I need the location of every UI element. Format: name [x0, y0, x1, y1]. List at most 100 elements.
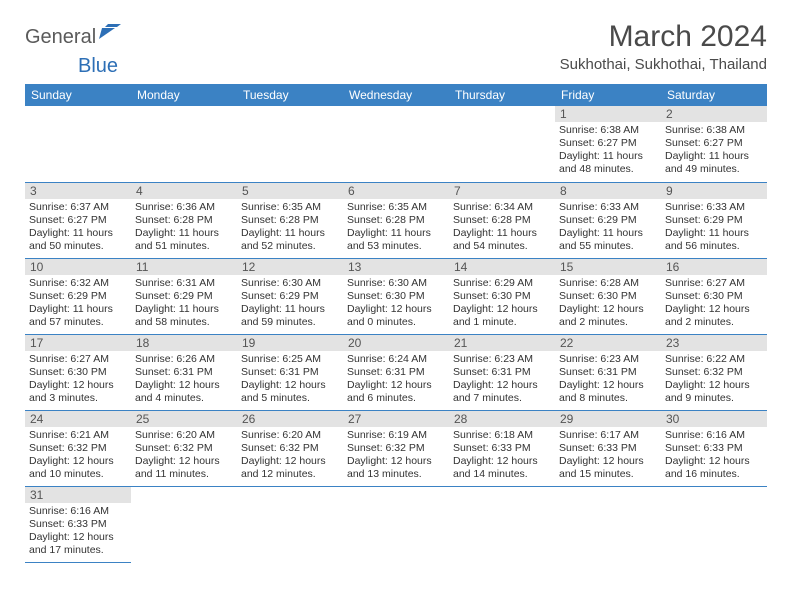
- weekday-header: Sunday: [25, 84, 131, 106]
- day-number: 28: [449, 411, 555, 427]
- day-data: Sunrise: 6:23 AMSunset: 6:31 PMDaylight:…: [449, 351, 555, 410]
- day-data: Sunrise: 6:23 AMSunset: 6:31 PMDaylight:…: [555, 351, 661, 410]
- day-number: 31: [25, 487, 131, 503]
- weekday-header: Friday: [555, 84, 661, 106]
- day-data: Sunrise: 6:20 AMSunset: 6:32 PMDaylight:…: [131, 427, 237, 486]
- calendar-day: 22Sunrise: 6:23 AMSunset: 6:31 PMDayligh…: [555, 334, 661, 410]
- day-data: Sunrise: 6:16 AMSunset: 6:33 PMDaylight:…: [661, 427, 767, 486]
- day-number: 23: [661, 335, 767, 351]
- day-data: Sunrise: 6:21 AMSunset: 6:32 PMDaylight:…: [25, 427, 131, 486]
- calendar-day: 8Sunrise: 6:33 AMSunset: 6:29 PMDaylight…: [555, 182, 661, 258]
- day-number: 15: [555, 259, 661, 275]
- location: Sukhothai, Sukhothai, Thailand: [560, 56, 767, 73]
- day-number: 17: [25, 335, 131, 351]
- day-number: 21: [449, 335, 555, 351]
- calendar-day: 24Sunrise: 6:21 AMSunset: 6:32 PMDayligh…: [25, 410, 131, 486]
- calendar-day: 23Sunrise: 6:22 AMSunset: 6:32 PMDayligh…: [661, 334, 767, 410]
- calendar-row: 10Sunrise: 6:32 AMSunset: 6:29 PMDayligh…: [25, 258, 767, 334]
- calendar-day: 31Sunrise: 6:16 AMSunset: 6:33 PMDayligh…: [25, 486, 131, 562]
- calendar-empty: [131, 486, 237, 562]
- calendar-day: 29Sunrise: 6:17 AMSunset: 6:33 PMDayligh…: [555, 410, 661, 486]
- day-number: 11: [131, 259, 237, 275]
- day-number: 20: [343, 335, 449, 351]
- day-number: 25: [131, 411, 237, 427]
- day-data: Sunrise: 6:38 AMSunset: 6:27 PMDaylight:…: [555, 122, 661, 181]
- calendar-empty: [555, 486, 661, 562]
- day-data: Sunrise: 6:37 AMSunset: 6:27 PMDaylight:…: [25, 199, 131, 258]
- day-number: 13: [343, 259, 449, 275]
- day-number: 3: [25, 183, 131, 199]
- calendar-day: 5Sunrise: 6:35 AMSunset: 6:28 PMDaylight…: [237, 182, 343, 258]
- calendar-day: 20Sunrise: 6:24 AMSunset: 6:31 PMDayligh…: [343, 334, 449, 410]
- calendar-row: 31Sunrise: 6:16 AMSunset: 6:33 PMDayligh…: [25, 486, 767, 562]
- day-data: Sunrise: 6:38 AMSunset: 6:27 PMDaylight:…: [661, 122, 767, 181]
- calendar-body: 1Sunrise: 6:38 AMSunset: 6:27 PMDaylight…: [25, 106, 767, 562]
- day-number: 8: [555, 183, 661, 199]
- calendar-day: 7Sunrise: 6:34 AMSunset: 6:28 PMDaylight…: [449, 182, 555, 258]
- day-number: 24: [25, 411, 131, 427]
- calendar-empty: [237, 486, 343, 562]
- day-data: Sunrise: 6:27 AMSunset: 6:30 PMDaylight:…: [661, 275, 767, 334]
- day-data: Sunrise: 6:20 AMSunset: 6:32 PMDaylight:…: [237, 427, 343, 486]
- day-number: 30: [661, 411, 767, 427]
- calendar-day: 25Sunrise: 6:20 AMSunset: 6:32 PMDayligh…: [131, 410, 237, 486]
- calendar-day: 10Sunrise: 6:32 AMSunset: 6:29 PMDayligh…: [25, 258, 131, 334]
- calendar-day: 4Sunrise: 6:36 AMSunset: 6:28 PMDaylight…: [131, 182, 237, 258]
- logo: General: [25, 24, 121, 51]
- calendar-day: 14Sunrise: 6:29 AMSunset: 6:30 PMDayligh…: [449, 258, 555, 334]
- calendar-empty: [131, 106, 237, 182]
- day-data: Sunrise: 6:22 AMSunset: 6:32 PMDaylight:…: [661, 351, 767, 410]
- day-number: 1: [555, 106, 661, 122]
- day-number: 12: [237, 259, 343, 275]
- day-data: Sunrise: 6:18 AMSunset: 6:33 PMDaylight:…: [449, 427, 555, 486]
- day-data: Sunrise: 6:28 AMSunset: 6:30 PMDaylight:…: [555, 275, 661, 334]
- calendar-day: 15Sunrise: 6:28 AMSunset: 6:30 PMDayligh…: [555, 258, 661, 334]
- calendar-head: SundayMondayTuesdayWednesdayThursdayFrid…: [25, 84, 767, 106]
- calendar-row: 3Sunrise: 6:37 AMSunset: 6:27 PMDaylight…: [25, 182, 767, 258]
- day-data: Sunrise: 6:26 AMSunset: 6:31 PMDaylight:…: [131, 351, 237, 410]
- calendar-day: 11Sunrise: 6:31 AMSunset: 6:29 PMDayligh…: [131, 258, 237, 334]
- calendar-empty: [661, 486, 767, 562]
- calendar-day: 6Sunrise: 6:35 AMSunset: 6:28 PMDaylight…: [343, 182, 449, 258]
- day-number: 5: [237, 183, 343, 199]
- day-number: 27: [343, 411, 449, 427]
- day-number: 26: [237, 411, 343, 427]
- day-data: Sunrise: 6:35 AMSunset: 6:28 PMDaylight:…: [343, 199, 449, 258]
- calendar-empty: [449, 106, 555, 182]
- calendar-empty: [237, 106, 343, 182]
- calendar-day: 1Sunrise: 6:38 AMSunset: 6:27 PMDaylight…: [555, 106, 661, 182]
- weekday-header: Thursday: [449, 84, 555, 106]
- day-number: 14: [449, 259, 555, 275]
- calendar-row: 1Sunrise: 6:38 AMSunset: 6:27 PMDaylight…: [25, 106, 767, 182]
- weekday-header: Tuesday: [237, 84, 343, 106]
- day-number: 2: [661, 106, 767, 122]
- day-number: 10: [25, 259, 131, 275]
- day-data: Sunrise: 6:32 AMSunset: 6:29 PMDaylight:…: [25, 275, 131, 334]
- day-data: Sunrise: 6:33 AMSunset: 6:29 PMDaylight:…: [555, 199, 661, 258]
- day-data: Sunrise: 6:35 AMSunset: 6:28 PMDaylight:…: [237, 199, 343, 258]
- day-data: Sunrise: 6:34 AMSunset: 6:28 PMDaylight:…: [449, 199, 555, 258]
- day-number: 22: [555, 335, 661, 351]
- day-number: 6: [343, 183, 449, 199]
- weekday-header: Wednesday: [343, 84, 449, 106]
- day-data: Sunrise: 6:17 AMSunset: 6:33 PMDaylight:…: [555, 427, 661, 486]
- day-data: Sunrise: 6:30 AMSunset: 6:30 PMDaylight:…: [343, 275, 449, 334]
- day-number: 18: [131, 335, 237, 351]
- logo-text-general: General: [25, 26, 96, 49]
- calendar-day: 9Sunrise: 6:33 AMSunset: 6:29 PMDaylight…: [661, 182, 767, 258]
- day-data: Sunrise: 6:27 AMSunset: 6:30 PMDaylight:…: [25, 351, 131, 410]
- month-title: March 2024: [560, 20, 767, 54]
- calendar-empty: [343, 486, 449, 562]
- title-block: March 2024 Sukhothai, Sukhothai, Thailan…: [560, 20, 767, 73]
- day-data: Sunrise: 6:36 AMSunset: 6:28 PMDaylight:…: [131, 199, 237, 258]
- day-data: Sunrise: 6:33 AMSunset: 6:29 PMDaylight:…: [661, 199, 767, 258]
- weekday-header: Monday: [131, 84, 237, 106]
- calendar-day: 17Sunrise: 6:27 AMSunset: 6:30 PMDayligh…: [25, 334, 131, 410]
- weekday-header: Saturday: [661, 84, 767, 106]
- day-data: Sunrise: 6:25 AMSunset: 6:31 PMDaylight:…: [237, 351, 343, 410]
- day-data: Sunrise: 6:24 AMSunset: 6:31 PMDaylight:…: [343, 351, 449, 410]
- calendar-day: 27Sunrise: 6:19 AMSunset: 6:32 PMDayligh…: [343, 410, 449, 486]
- calendar-day: 28Sunrise: 6:18 AMSunset: 6:33 PMDayligh…: [449, 410, 555, 486]
- day-number: 29: [555, 411, 661, 427]
- day-data: Sunrise: 6:19 AMSunset: 6:32 PMDaylight:…: [343, 427, 449, 486]
